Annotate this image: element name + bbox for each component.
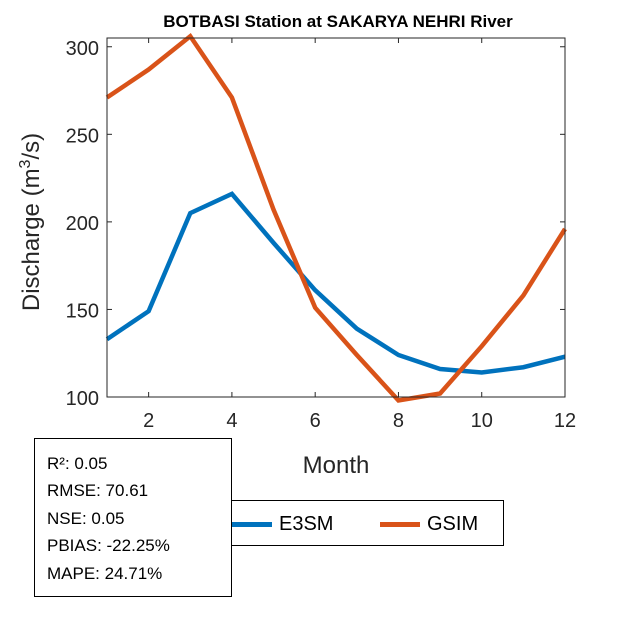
legend-label-gsim: GSIM bbox=[427, 512, 479, 535]
chart-title: BOTBASI Station at SAKARYA NEHRI River bbox=[163, 12, 513, 31]
x-tick-label: 12 bbox=[554, 410, 576, 432]
legend-swatch-gsim bbox=[380, 521, 420, 527]
legend-item-gsim: GSIM bbox=[380, 501, 478, 547]
stat-r2: R²: 0.05 bbox=[47, 454, 108, 473]
y-axis-label: Discharge (m3/s) bbox=[17, 133, 45, 311]
y-tick-label: 150 bbox=[66, 300, 99, 322]
y-tick-label: 250 bbox=[66, 125, 99, 147]
plot-area bbox=[107, 38, 565, 397]
y-axis-ticks: 100 150 200 250 300 bbox=[66, 38, 565, 410]
x-tick-label: 10 bbox=[471, 410, 493, 432]
stats-box: R²: 0.05 RMSE: 70.61 NSE: 0.05 PBIAS: -2… bbox=[34, 438, 232, 597]
series-layer bbox=[105, 32, 567, 403]
plot-frame bbox=[106, 37, 566, 398]
y-tick-label: 300 bbox=[66, 38, 99, 60]
stat-pbias: PBIAS: -22.25% bbox=[47, 536, 170, 556]
x-tick-label: 2 bbox=[143, 410, 154, 432]
legend-item-e3sm: E3SM bbox=[232, 501, 333, 547]
stat-rmse: RMSE: 70.61 bbox=[47, 481, 149, 501]
stat-nse: NSE: 0.05 bbox=[47, 508, 125, 528]
y-tick-label: 200 bbox=[66, 213, 99, 235]
y-axis-label-main: Discharge (m bbox=[18, 168, 45, 311]
legend-swatch-e3sm bbox=[232, 521, 272, 527]
x-tick-label: 4 bbox=[226, 410, 237, 432]
stat-mape: MAPE: 24.71% bbox=[47, 563, 163, 583]
legend: E3SM GSIM bbox=[232, 500, 504, 546]
series-line-gsim bbox=[105, 32, 567, 403]
x-tick-label: 6 bbox=[310, 410, 321, 432]
x-axis-ticks: 2 4 6 8 10 12 bbox=[143, 38, 576, 432]
y-axis-label-superscript: 3 bbox=[17, 159, 34, 168]
x-tick-label: 8 bbox=[393, 410, 404, 432]
series-line-e3sm bbox=[105, 191, 566, 375]
y-tick-label: 100 bbox=[66, 388, 99, 410]
x-axis-label: Month bbox=[303, 452, 370, 479]
legend-label-e3sm: E3SM bbox=[279, 512, 334, 535]
y-axis-label-unit: /s) bbox=[18, 133, 45, 160]
